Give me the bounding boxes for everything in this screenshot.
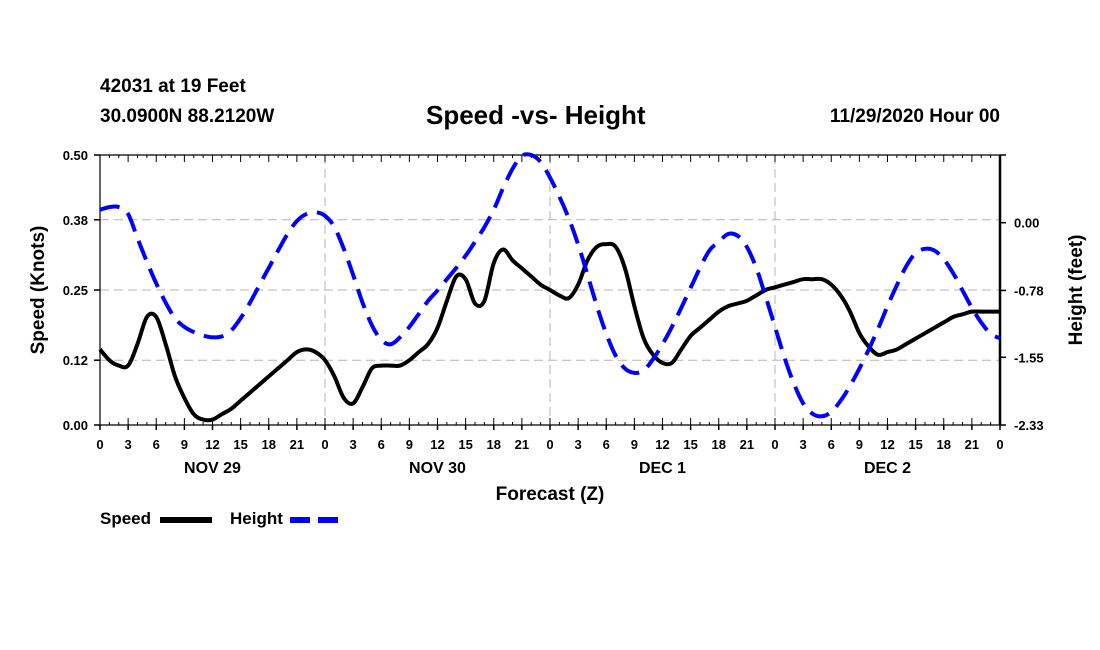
y-tick-label: 0.00 — [63, 418, 88, 433]
x-tick-label: 21 — [965, 437, 979, 452]
x-tick-label: 0 — [996, 437, 1003, 452]
x-tick-label: 12 — [880, 437, 894, 452]
x-tick-label: 18 — [712, 437, 726, 452]
x-tick-label: 12 — [655, 437, 669, 452]
legend-height-label: Height — [230, 509, 283, 528]
x-tick-label: 21 — [290, 437, 304, 452]
day-label: NOV 29 — [184, 460, 241, 477]
y2-tick-label: -2.33 — [1014, 418, 1044, 433]
y-tick-label: 0.12 — [63, 353, 88, 368]
x-tick-label: 6 — [153, 437, 160, 452]
x-tick-label: 12 — [430, 437, 444, 452]
x-tick-label: 9 — [631, 437, 638, 452]
x-tick-label: 3 — [350, 437, 357, 452]
y-tick-label: 0.25 — [63, 283, 88, 298]
station-label: 42031 at 19 Feet — [100, 76, 246, 97]
x-tick-label: 15 — [683, 437, 697, 452]
series-line-speed — [98, 241, 1000, 423]
x-tick-label: 21 — [740, 437, 754, 452]
x-tick-label: 3 — [800, 437, 807, 452]
x-tick-label: 15 — [233, 437, 247, 452]
y2-tick-label: -0.78 — [1014, 283, 1044, 298]
y2-tick-label: -1.55 — [1014, 350, 1044, 365]
x-axis-label: Forecast (Z) — [496, 484, 605, 505]
x-tick-label: 9 — [181, 437, 188, 452]
x-tick-label: 0 — [96, 437, 103, 452]
x-tick-label: 21 — [515, 437, 529, 452]
x-tick-label: 0 — [321, 437, 328, 452]
chart-title: Speed -vs- Height — [426, 100, 646, 130]
coordinates-label: 30.0900N 88.2120W — [100, 106, 275, 127]
x-tick-label: 0 — [771, 437, 778, 452]
x-tick-label: 6 — [378, 437, 385, 452]
x-tick-label: 9 — [406, 437, 413, 452]
x-tick-label: 18 — [487, 437, 501, 452]
legend-height: Height — [230, 509, 283, 529]
x-tick-label: 6 — [603, 437, 610, 452]
x-tick-label: 6 — [828, 437, 835, 452]
x-tick-label: 3 — [125, 437, 132, 452]
x-tick-label: 0 — [546, 437, 553, 452]
series-line-height — [99, 152, 1001, 419]
y-tick-label: 0.38 — [63, 213, 88, 228]
day-label: DEC 1 — [639, 460, 686, 477]
day-label: NOV 30 — [409, 460, 466, 477]
x-tick-label: 3 — [575, 437, 582, 452]
x-tick-label: 18 — [262, 437, 276, 452]
x-tick-label: 15 — [908, 437, 922, 452]
legend-speed-label: Speed — [100, 509, 152, 528]
x-tick-label: 15 — [458, 437, 472, 452]
y2-axis-label: Height (feet) — [1066, 235, 1087, 346]
x-tick-label: 12 — [205, 437, 219, 452]
forecast-datetime: 11/29/2020 Hour 00 — [829, 106, 1000, 127]
y-tick-label: 0.50 — [63, 148, 88, 163]
y-axis-label: Speed (Knots) — [28, 226, 49, 355]
day-label: DEC 2 — [864, 460, 911, 477]
y2-tick-label: 0.00 — [1014, 216, 1039, 231]
x-tick-label: 9 — [856, 437, 863, 452]
legend-speed: Speed — [100, 509, 151, 529]
x-tick-label: 18 — [937, 437, 951, 452]
